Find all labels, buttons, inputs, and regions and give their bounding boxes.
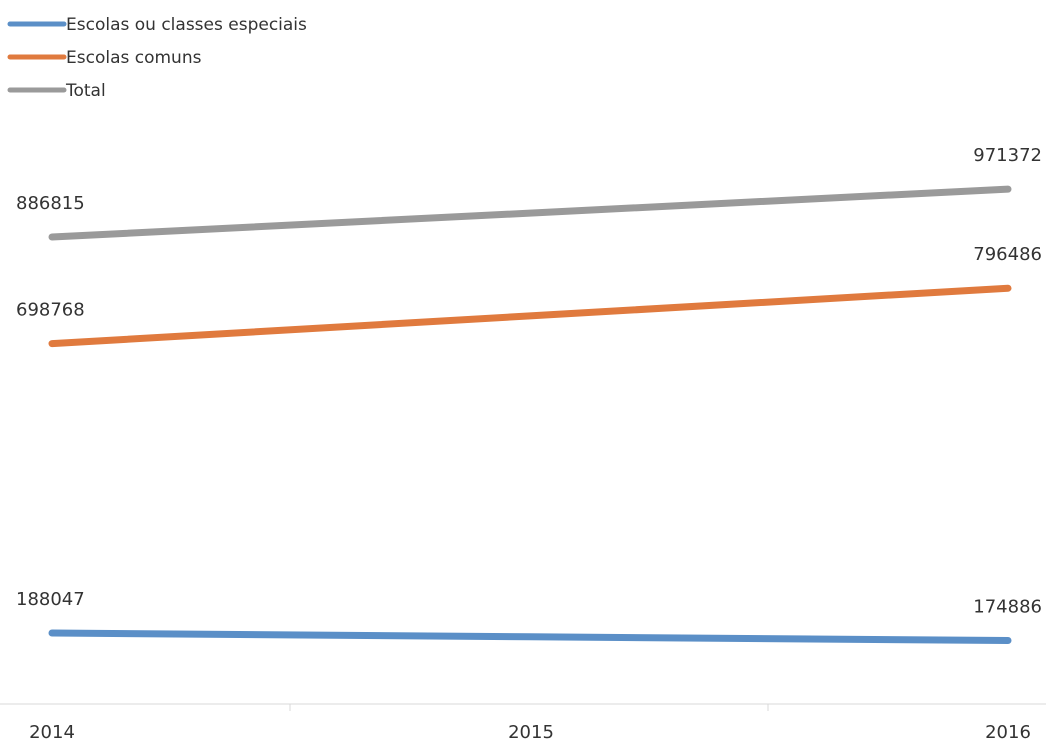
- legend-label: Escolas comuns: [66, 48, 202, 68]
- x-tick-label: 2014: [29, 722, 75, 742]
- data-label: 971372: [973, 145, 1042, 166]
- data-label: 174886: [973, 596, 1042, 617]
- data-label: 796486: [973, 244, 1042, 265]
- data-label: 886815: [16, 193, 85, 214]
- data-label: 188047: [16, 589, 85, 610]
- legend-label: Escolas ou classes especiais: [66, 15, 307, 35]
- legend-label: Total: [65, 81, 106, 101]
- series-lines: [48, 185, 1012, 644]
- series-line: [48, 284, 1012, 348]
- data-labels: 188047 174886 698768 796486 886815 971372: [16, 145, 1042, 617]
- legend: Escolas ou classes especiais Escolas comu…: [7, 15, 307, 101]
- series-line: [48, 629, 1012, 644]
- x-axis: 2014 2015 2016: [0, 703, 1046, 742]
- data-label: 698768: [16, 300, 85, 321]
- x-tick-label: 2016: [985, 722, 1031, 742]
- x-tick-label: 2015: [508, 722, 554, 742]
- series-line: [48, 185, 1012, 241]
